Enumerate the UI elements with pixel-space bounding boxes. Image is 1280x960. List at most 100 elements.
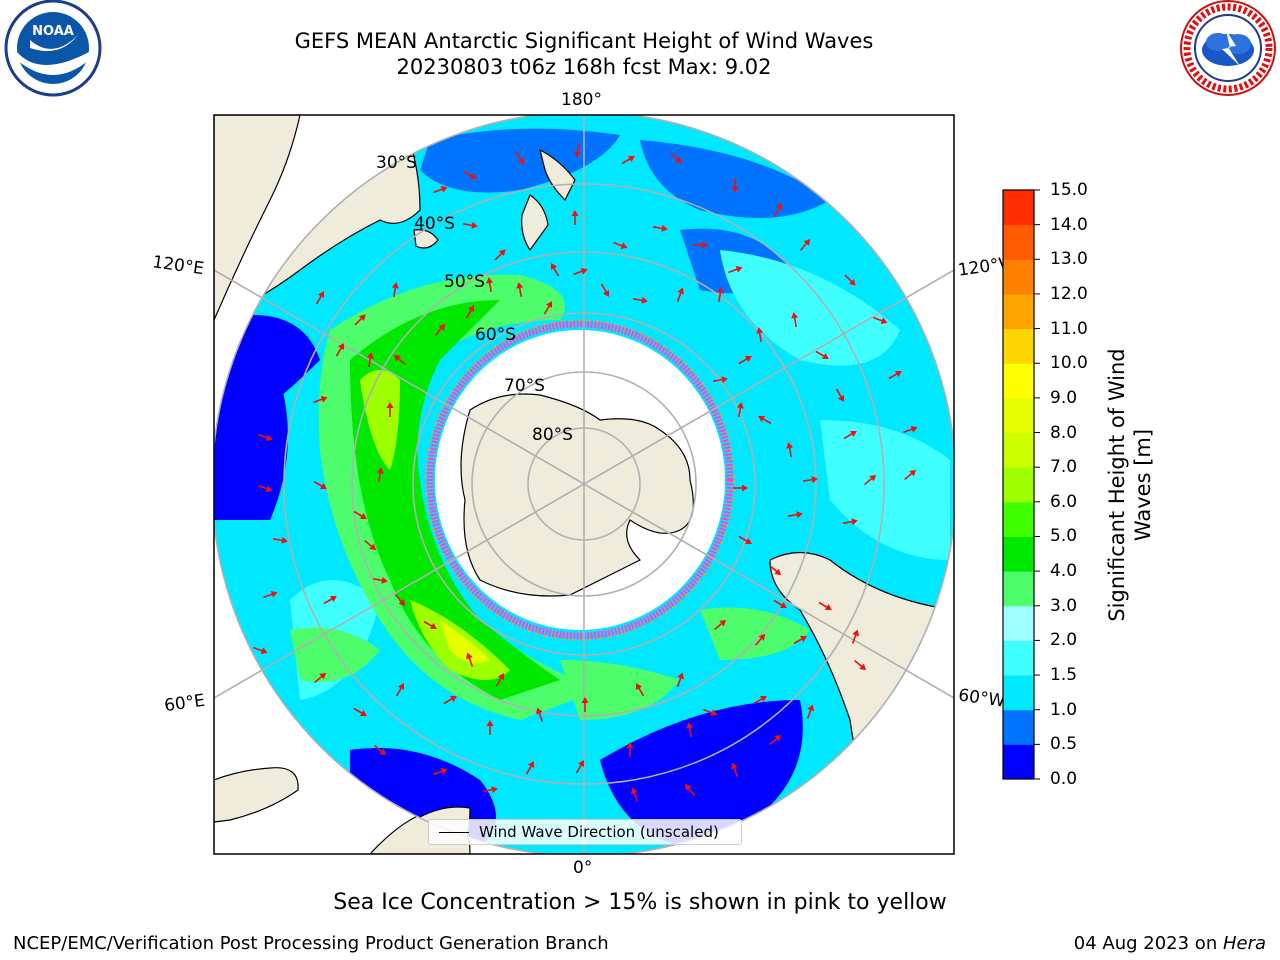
colorbar-tick-label: 8.0: [1050, 422, 1078, 443]
footer-date-text: 04 Aug 2023 on: [1073, 933, 1223, 954]
colorbar-tick-label: 2.0: [1050, 630, 1078, 651]
colorbar-tick-label: 0.0: [1050, 769, 1078, 789]
wave-direction-arrow-icon: [486, 720, 494, 735]
lon-label-0: 0°: [573, 858, 592, 878]
lat-label-50s: 50°S: [444, 272, 485, 292]
wave-direction-arrow-icon: [773, 599, 787, 609]
wave-direction-arrow-icon: [323, 595, 337, 605]
colorbar-tick-label: 10.0: [1050, 353, 1088, 374]
wave-direction-arrow-icon: [391, 282, 399, 298]
nws-logo-icon: [1180, 0, 1276, 96]
wave-direction-arrow-icon: [686, 722, 694, 738]
colorbar-tick-label: 15.0: [1050, 180, 1088, 200]
colorbar-tick-label: 0.5: [1050, 734, 1078, 755]
wave-direction-arrow-icon: [802, 476, 818, 484]
wave-direction-arrow-icon: [731, 762, 739, 777]
legend-label: Wind Wave Direction (unscaled): [479, 823, 719, 841]
wave-direction-arrow-icon: [676, 287, 684, 302]
wave-direction-arrow-icon: [731, 178, 739, 193]
wave-direction-arrow-icon: [635, 683, 645, 697]
wave-direction-arrow-icon: [575, 760, 585, 774]
wave-direction-arrow-icon: [712, 376, 728, 384]
wave-direction-arrow-icon: [733, 484, 748, 492]
graticule: [214, 115, 954, 854]
wave-direction-arrow-icon: [516, 282, 524, 298]
legend-line-icon: [439, 832, 469, 833]
colorbar-segment: [1003, 640, 1034, 676]
wave-direction-arrow-icon: [728, 266, 743, 274]
colorbar-segment: [1003, 259, 1034, 295]
colorbar-segment: [1003, 571, 1034, 607]
colorbar-segment: [1003, 675, 1034, 711]
wave-direction-arrow-icon: [536, 707, 544, 722]
colorbar-segment: [1003, 397, 1034, 434]
noaa-logo-text: NOAA: [32, 24, 74, 39]
wave-direction-arrow-icon: [313, 396, 328, 404]
wave-direction-arrow-icon: [873, 316, 888, 324]
map-legend: Wind Wave Direction (unscaled): [428, 819, 742, 845]
wave-direction-arrow-icon: [904, 469, 917, 481]
wave-direction-arrow-icon: [465, 305, 475, 319]
wave-direction-arrow-icon: [806, 704, 814, 719]
map-area: [214, 115, 954, 854]
wave-direction-arrow-icon: [714, 619, 727, 631]
wave-direction-arrow-icon: [903, 426, 918, 434]
wave-direction-arrow-icon: [581, 697, 589, 712]
colorbar-segment: [1003, 328, 1034, 364]
sea-ice-note: Sea Ice Concentration > 15% is shown in …: [333, 890, 947, 915]
wave-direction-arrow-icon: [253, 646, 268, 654]
land-africa: [214, 767, 299, 823]
wave-direction-arrow-icon: [738, 355, 752, 365]
wave-direction-arrow-icon: [386, 402, 394, 417]
wave-direction-arrow-icon: [769, 564, 782, 576]
colorbar-tick-label: 14.0: [1050, 214, 1088, 235]
wave-direction-arrow-icon: [315, 291, 325, 305]
wave-direction-arrow-icon: [364, 539, 377, 551]
colorbar-tick-label: 11.0: [1050, 318, 1088, 339]
wave-direction-arrow-icon: [736, 402, 744, 418]
wave-direction-arrow-icon: [600, 283, 610, 297]
lat-label-40s: 40°S: [414, 214, 455, 234]
wave-direction-arrow-icon: [888, 370, 902, 380]
wave-direction-arrow-icon: [353, 707, 367, 717]
colorbar-segment: [1003, 501, 1034, 537]
wave-direction-arrow-icon: [354, 314, 366, 326]
colorbar-segment: [1003, 536, 1034, 572]
wave-direction-arrow-icon: [443, 695, 457, 705]
colorbar-segment: [1003, 363, 1034, 399]
wave-direction-arrow-icon: [835, 388, 845, 402]
wave-direction-arrow-icon: [632, 296, 648, 304]
colorbar: [1002, 189, 1040, 780]
footer-date: 04 Aug 2023 on Hera: [1074, 933, 1266, 954]
wave-direction-arrow-icon: [574, 142, 582, 158]
wave-direction-arrow-icon: [758, 415, 772, 425]
wave-direction-arrow-icon: [466, 652, 474, 667]
wave-direction-arrow-icon: [676, 672, 684, 687]
wave-direction-arrow-icon: [753, 695, 767, 705]
wave-direction-arrow-icon: [494, 249, 506, 261]
colorbar-tick-label: 1.0: [1050, 699, 1078, 720]
wave-direction-arrow-icon: [684, 783, 696, 796]
noaa-logo-icon: NOAA: [4, 0, 102, 97]
wave-direction-arrow-icon: [462, 221, 478, 229]
wave-direction-arrow-icon: [335, 343, 345, 357]
colorbar-title: Significant Height of Wind Waves [m]: [1105, 348, 1155, 622]
wave-direction-arrow-icon: [799, 238, 811, 251]
lon-label-180: 180°: [561, 90, 602, 110]
map-frame: [213, 114, 955, 855]
wave-direction-arrow-icon: [773, 203, 783, 217]
lon-label-120e: 120°E: [151, 252, 205, 279]
wave-direction-arrow-icon: [482, 786, 498, 794]
wave-direction-arrow-icon: [621, 155, 635, 165]
chart-title: GEFS MEAN Antarctic Significant Height o…: [294, 29, 874, 53]
colorbar-tick-label: 1.5: [1050, 665, 1078, 686]
wave-direction-arrow-icon: [571, 210, 579, 225]
land-australia-west: [214, 115, 301, 321]
colorbar-border: [1002, 189, 1035, 780]
colorbar-segment: [1003, 467, 1034, 503]
footer-credit: NCEP/EMC/Verification Post Processing Pr…: [13, 933, 609, 954]
wave-direction-arrow-icon: [573, 268, 588, 276]
wave-direction-arrow-icon: [842, 518, 858, 526]
wave-direction-arrow-icon: [769, 734, 782, 746]
wave-direction-arrow-icon: [394, 594, 406, 607]
